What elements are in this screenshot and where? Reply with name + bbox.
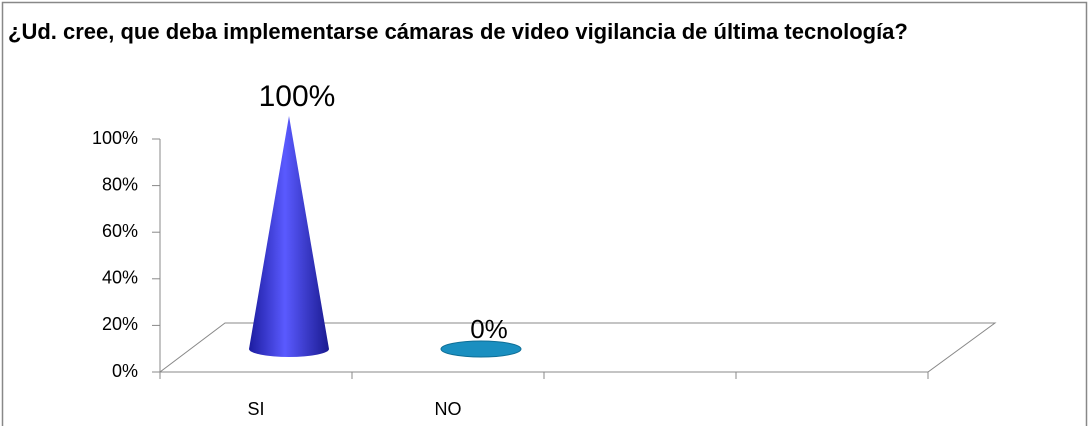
x-tick-label: SI	[247, 399, 264, 419]
y-tick-label: 40%	[102, 268, 138, 288]
value-label: 0%	[470, 314, 508, 344]
y-tick-label: 0%	[112, 361, 138, 381]
floor	[158, 322, 997, 373]
y-tick-label: 100%	[92, 128, 138, 148]
cone	[249, 116, 329, 357]
y-tick-label: 80%	[102, 174, 138, 194]
cone-base	[440, 340, 522, 358]
chart-title: ¿Ud. cree, que deba implementarse cámara…	[8, 19, 908, 44]
x-tick-label: NO	[435, 399, 462, 419]
value-label: 100%	[259, 80, 336, 113]
y-tick-label: 20%	[102, 314, 138, 334]
y-tick-label: 60%	[102, 221, 138, 241]
